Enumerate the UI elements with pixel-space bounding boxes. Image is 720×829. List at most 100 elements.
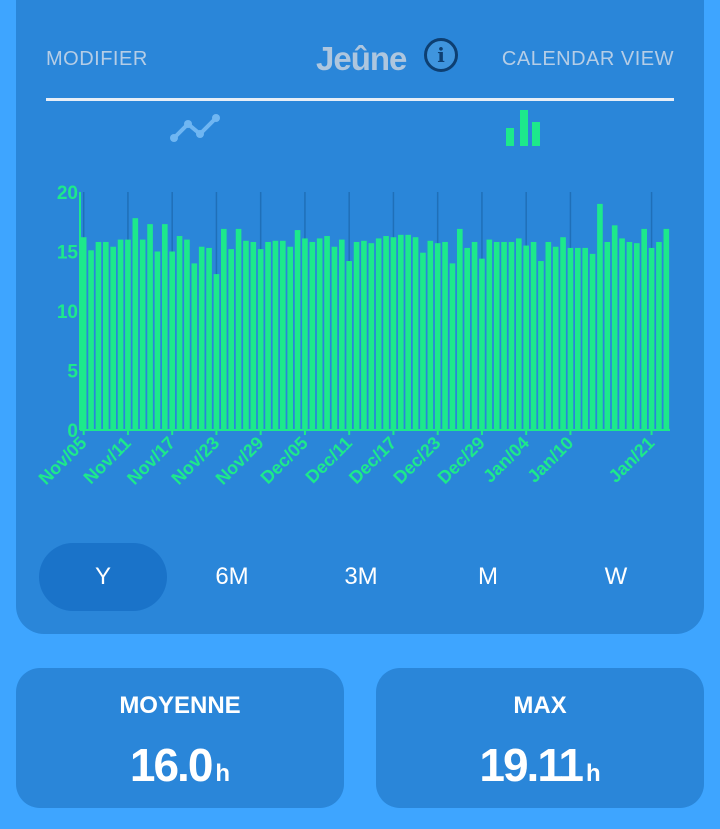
chart-bar <box>132 218 139 430</box>
chart-bar <box>117 239 124 430</box>
chart-bar <box>324 236 330 430</box>
chart-bar <box>457 228 463 430</box>
x-tick-label: Dec/29 <box>434 433 489 488</box>
chart-bar <box>501 241 507 430</box>
chart-bar <box>272 240 279 430</box>
chart-bar <box>110 246 116 430</box>
chart-bar <box>412 237 419 430</box>
chart-bar <box>213 274 220 430</box>
chart-bar <box>353 241 360 430</box>
chart-bar <box>331 246 338 430</box>
chart-bar <box>398 234 404 430</box>
chart-bar <box>648 247 655 430</box>
range-button-y[interactable]: Y <box>39 543 167 611</box>
chart-bar <box>567 247 574 430</box>
chart-bar <box>390 237 397 430</box>
x-tick-label: Nov/11 <box>80 433 135 488</box>
bar-chart-icon[interactable] <box>502 106 546 148</box>
chart-bar <box>619 238 625 430</box>
range-button-6m[interactable]: 6M <box>215 563 249 590</box>
chart-bar <box>309 241 316 430</box>
chart-bar <box>516 238 522 430</box>
y-tick-label: 5 <box>67 362 78 383</box>
x-tick-label: Dec/17 <box>345 433 400 488</box>
chart-bar <box>405 234 411 430</box>
chart-bar <box>198 246 205 430</box>
x-tick-label: Dec/05 <box>257 433 312 488</box>
chart-bar <box>257 249 264 430</box>
chart-bar <box>589 253 596 430</box>
chart-bar <box>361 240 367 430</box>
x-tick-label: Dec/11 <box>302 433 356 487</box>
max-label: MAX <box>513 692 567 719</box>
x-tick-label: Dec/23 <box>389 433 444 488</box>
chart-bar <box>235 228 242 430</box>
range-button-m[interactable]: M <box>478 563 498 590</box>
top-bar: MODIFIER Jeûne i CALENDAR VIEW <box>16 0 704 100</box>
chart-bar <box>280 240 286 430</box>
chart-bar <box>611 225 618 430</box>
calendar-view-button[interactable]: CALENDAR VIEW <box>501 48 674 70</box>
chart-bar <box>287 246 293 430</box>
chart-bar <box>154 251 161 430</box>
page-title: Jeûne <box>316 40 407 77</box>
chart-bar <box>486 239 493 430</box>
average-value: 16.0 <box>129 739 214 791</box>
chart-bar <box>626 241 633 430</box>
chart-bar <box>471 241 478 430</box>
chart-bar <box>604 241 611 430</box>
chart-bar <box>368 243 375 430</box>
chart-bar <box>545 241 552 430</box>
chart-bar <box>95 241 102 430</box>
chart-bar <box>265 241 271 430</box>
chart-bar <box>427 240 434 430</box>
chart-bar <box>103 241 109 430</box>
chart-bar <box>552 246 559 430</box>
max-value: 19.11 <box>479 739 584 791</box>
average-unit: h <box>215 760 231 787</box>
line-chart-icon[interactable] <box>166 110 226 146</box>
chart-bar <box>184 239 190 430</box>
chart-bar <box>538 261 544 430</box>
range-selector: Y 6M 3M M W <box>16 543 704 613</box>
x-tick-label: Jan/21 <box>605 433 659 487</box>
y-tick-label: 20 <box>57 183 78 204</box>
max-unit: h <box>585 760 601 787</box>
range-button-3m[interactable]: 3M <box>344 563 378 590</box>
chart-bar <box>221 228 227 430</box>
x-tick-label: Nov/23 <box>167 433 223 489</box>
chart-bar <box>125 239 131 430</box>
average-card: MOYENNE 16.0 h <box>16 668 344 808</box>
max-value-row: 19.11 h <box>376 738 704 792</box>
chart-bar <box>147 224 153 430</box>
range-button-w[interactable]: W <box>604 563 628 590</box>
chart-bar <box>582 247 588 430</box>
chart-bar <box>641 228 647 430</box>
chart-bar <box>162 224 168 430</box>
chart-bar <box>176 236 183 430</box>
chart-bar <box>663 228 670 430</box>
modifier-button[interactable]: MODIFIER <box>46 48 148 70</box>
chart-bar <box>339 239 345 430</box>
x-tick-label: Jan/04 <box>479 433 533 487</box>
y-tick-label: 10 <box>57 302 78 323</box>
x-tick-label: Nov/29 <box>212 433 268 489</box>
chart-bar <box>139 239 146 430</box>
info-icon[interactable]: i <box>424 38 458 72</box>
chart-bar <box>88 250 94 430</box>
chart-bar <box>294 230 301 430</box>
chart-bar <box>493 241 500 430</box>
chart-bar <box>634 243 640 430</box>
chart-bar <box>597 203 603 430</box>
fasting-bar-chart: 05101520Nov/05Nov/11Nov/17Nov/23Nov/29De… <box>35 183 670 489</box>
x-tick-label: Nov/17 <box>123 433 179 489</box>
chart-bar <box>383 236 389 430</box>
chart-bar <box>80 237 87 430</box>
chart-bar <box>375 238 382 430</box>
chart-bar <box>302 238 308 430</box>
chart-bar <box>206 247 212 430</box>
chart-bar <box>530 241 537 430</box>
chart-bar <box>656 241 662 430</box>
chart-bar <box>479 258 485 430</box>
chart-bar <box>250 241 257 430</box>
